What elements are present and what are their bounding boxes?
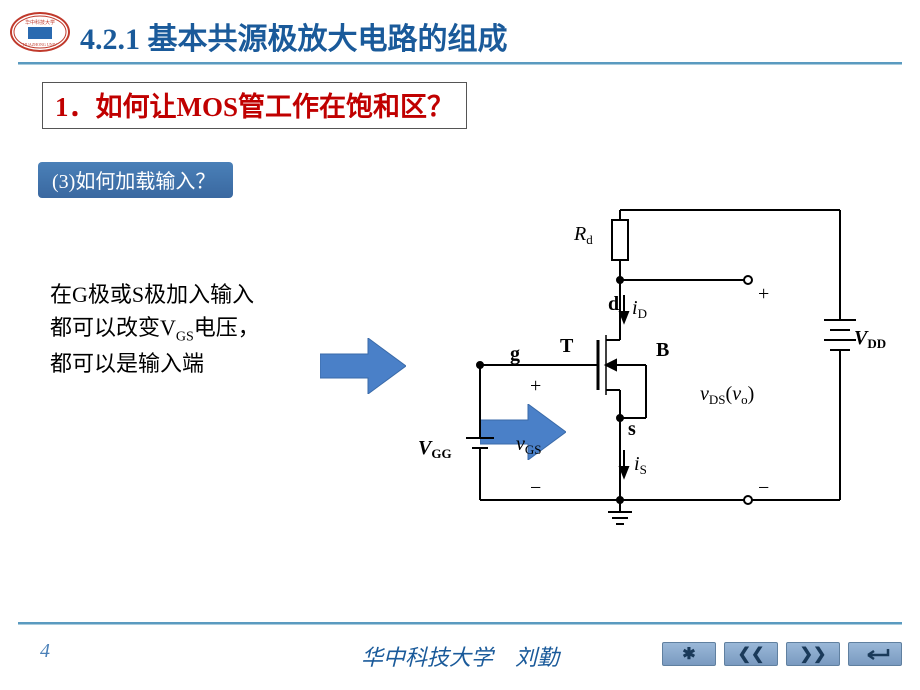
svg-text:iD: iD [632,297,647,321]
question-heading: 1．如何让MOS管工作在饱和区？ [42,82,467,129]
label-Rd: R [573,223,586,245]
label-plus-out: + [758,283,769,305]
label-minus-out: − [758,477,769,499]
label-vDS-sub: DS [709,392,726,407]
svg-text:vGS: vGS [516,433,542,457]
body-line-2a: 都可以改变V [50,315,176,340]
nav-home-button[interactable]: ✱ [662,642,716,666]
body-line-3: 都可以是输入端 [50,347,260,380]
label-VGG-sub: GG [431,446,451,461]
svg-text:Rd: Rd [573,223,593,247]
label-s: s [628,418,636,440]
body-line-2b: 电压， [194,315,260,340]
body-line-2-sub: GS [176,329,194,344]
svg-text:HUAZHONG UNIV: HUAZHONG UNIV [23,42,57,47]
label-iS-sub: S [640,462,647,477]
label-minus-vgs: − [530,477,541,499]
label-g: g [510,343,520,365]
body-line-1: 在G极或S极加入输入 [50,278,260,311]
label-iD-sub: D [638,306,647,321]
return-arrow-icon [860,647,890,661]
university-logo: 华中科技大学 HUAZHONG UNIV [10,12,70,52]
label-VDD-sub: DD [867,336,886,351]
label-T: T [560,335,574,357]
question-number: 1． [55,92,96,122]
label-vo: v [732,383,741,405]
label-d: d [608,293,619,315]
label-vGS: v [516,433,525,455]
nav-back-button[interactable] [848,642,902,666]
svg-text:VDD: VDD [854,327,886,351]
subheading-pill: (3)如何加载输入？ [38,162,233,198]
slide-title: 4.2.1 基本共源极放大电路的组成 [80,14,508,58]
svg-text:VGG: VGG [418,437,452,461]
body-line-2: 都可以改变VGS电压， [50,311,260,347]
body-paragraph: 在G极或S极加入输入 都可以改变VGS电压， 都可以是输入端 [50,278,260,380]
arrow-right-1-icon [320,338,406,394]
label-B: B [656,339,669,361]
label-Rd-sub: d [586,232,593,247]
nav-button-group: ✱ ❮❮ ❯❯ [662,642,902,666]
svg-text:华中科技大学: 华中科技大学 [25,19,55,26]
circuit-diagram: Rd d iD T B g + vGS − s iS + vDS(vo) − V… [410,200,890,530]
svg-text:iS: iS [634,453,647,477]
label-vGS-sub: GS [525,442,542,457]
label-vDS: v [700,383,709,405]
footer-rule [18,622,902,625]
question-text: 如何让MOS管工作在饱和区？ [96,92,455,122]
nav-prev-button[interactable]: ❮❮ [724,642,778,666]
title-underline [18,62,902,65]
nav-next-button[interactable]: ❯❯ [786,642,840,666]
svg-text:vDS(vo): vDS(vo) [700,383,754,407]
label-plus-vgs: + [530,375,541,397]
